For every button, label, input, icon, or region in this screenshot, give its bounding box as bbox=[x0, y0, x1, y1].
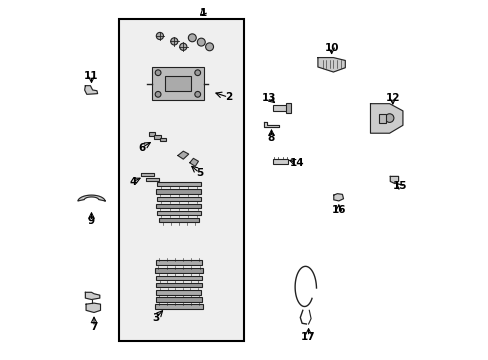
Text: 5: 5 bbox=[196, 168, 203, 178]
Bar bbox=[156, 283, 202, 287]
Text: 3: 3 bbox=[152, 312, 160, 323]
Bar bbox=[155, 276, 202, 280]
Bar bbox=[285, 103, 290, 113]
Bar bbox=[156, 189, 201, 194]
Bar bbox=[119, 19, 244, 341]
Polygon shape bbox=[264, 122, 278, 127]
Polygon shape bbox=[146, 178, 159, 181]
Circle shape bbox=[179, 43, 186, 50]
Polygon shape bbox=[85, 292, 100, 300]
Text: 7: 7 bbox=[90, 322, 98, 332]
Bar bbox=[151, 67, 203, 100]
Circle shape bbox=[385, 114, 393, 122]
Text: 14: 14 bbox=[289, 158, 304, 168]
Text: 10: 10 bbox=[324, 42, 338, 53]
Text: 8: 8 bbox=[267, 132, 275, 143]
Polygon shape bbox=[78, 195, 105, 201]
Bar bbox=[378, 114, 385, 122]
Bar bbox=[157, 197, 200, 201]
Circle shape bbox=[194, 91, 200, 97]
Bar bbox=[154, 269, 203, 273]
Bar bbox=[157, 211, 200, 215]
Bar bbox=[155, 305, 203, 309]
Text: 2: 2 bbox=[224, 92, 231, 102]
Circle shape bbox=[170, 38, 178, 45]
Text: 6: 6 bbox=[138, 143, 145, 153]
Circle shape bbox=[155, 70, 161, 76]
Text: 13: 13 bbox=[261, 93, 276, 103]
Text: 9: 9 bbox=[88, 216, 95, 226]
Bar bbox=[155, 261, 202, 265]
Polygon shape bbox=[84, 86, 98, 94]
Polygon shape bbox=[333, 194, 343, 201]
Bar bbox=[155, 297, 202, 302]
Bar bbox=[272, 159, 287, 164]
Bar bbox=[148, 132, 155, 136]
Polygon shape bbox=[189, 158, 198, 166]
Text: 16: 16 bbox=[331, 204, 346, 215]
Polygon shape bbox=[178, 151, 188, 159]
Polygon shape bbox=[389, 176, 398, 184]
Circle shape bbox=[155, 91, 161, 97]
Polygon shape bbox=[370, 104, 402, 133]
Text: 1: 1 bbox=[199, 8, 206, 18]
Text: 11: 11 bbox=[84, 71, 99, 81]
Circle shape bbox=[188, 34, 196, 42]
Circle shape bbox=[205, 43, 213, 51]
Polygon shape bbox=[317, 58, 345, 72]
Bar bbox=[157, 182, 200, 186]
Bar bbox=[165, 76, 190, 91]
Bar bbox=[156, 290, 201, 294]
Text: 15: 15 bbox=[392, 181, 407, 192]
Text: 4: 4 bbox=[129, 177, 136, 187]
Circle shape bbox=[156, 32, 163, 40]
Polygon shape bbox=[141, 173, 153, 176]
Bar bbox=[159, 218, 199, 222]
Circle shape bbox=[197, 38, 205, 46]
Bar bbox=[156, 204, 201, 208]
Circle shape bbox=[194, 70, 200, 76]
Bar bbox=[272, 105, 286, 111]
Polygon shape bbox=[86, 303, 101, 312]
Text: 17: 17 bbox=[301, 332, 315, 342]
Text: 12: 12 bbox=[385, 93, 399, 103]
Bar bbox=[154, 135, 160, 139]
Bar bbox=[159, 138, 166, 141]
